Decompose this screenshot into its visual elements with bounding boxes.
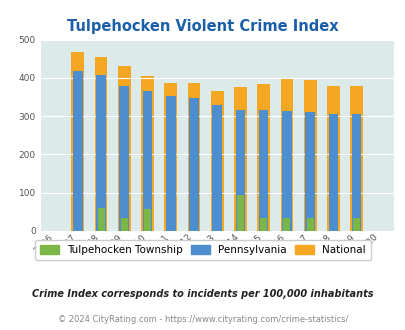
Bar bbox=[260, 217, 266, 231]
Bar bbox=[96, 75, 106, 231]
Bar bbox=[281, 111, 291, 231]
Bar bbox=[141, 76, 153, 231]
Text: © 2024 CityRating.com - https://www.cityrating.com/crime-statistics/: © 2024 CityRating.com - https://www.city… bbox=[58, 315, 347, 324]
Bar bbox=[305, 112, 314, 231]
Bar bbox=[351, 114, 360, 231]
Text: Crime Index corresponds to incidents per 100,000 inhabitants: Crime Index corresponds to incidents per… bbox=[32, 289, 373, 299]
Bar bbox=[352, 217, 359, 231]
Bar bbox=[120, 217, 128, 231]
Bar bbox=[189, 98, 198, 231]
Bar bbox=[306, 217, 313, 231]
Bar bbox=[187, 83, 200, 231]
Bar bbox=[350, 86, 362, 231]
Bar bbox=[283, 217, 290, 231]
Bar bbox=[73, 71, 82, 231]
Bar bbox=[144, 209, 151, 231]
Bar bbox=[71, 52, 84, 231]
Bar bbox=[142, 91, 152, 231]
Bar bbox=[328, 114, 337, 231]
Bar bbox=[117, 66, 130, 231]
Bar bbox=[257, 84, 269, 231]
Bar bbox=[119, 85, 129, 231]
Bar bbox=[233, 87, 246, 231]
Bar bbox=[210, 90, 223, 231]
Bar bbox=[212, 106, 222, 231]
Bar bbox=[164, 83, 177, 231]
Bar bbox=[237, 195, 243, 231]
Bar bbox=[94, 57, 107, 231]
Bar bbox=[326, 85, 339, 231]
Text: Tulpehocken Violent Crime Index: Tulpehocken Violent Crime Index bbox=[67, 19, 338, 34]
Bar bbox=[97, 208, 104, 231]
Bar bbox=[166, 96, 175, 231]
Bar bbox=[235, 111, 245, 231]
Legend: Tulpehocken Township, Pennsylvania, National: Tulpehocken Township, Pennsylvania, Nati… bbox=[35, 240, 370, 260]
Bar bbox=[258, 111, 268, 231]
Bar bbox=[303, 80, 316, 231]
Bar bbox=[280, 79, 292, 231]
